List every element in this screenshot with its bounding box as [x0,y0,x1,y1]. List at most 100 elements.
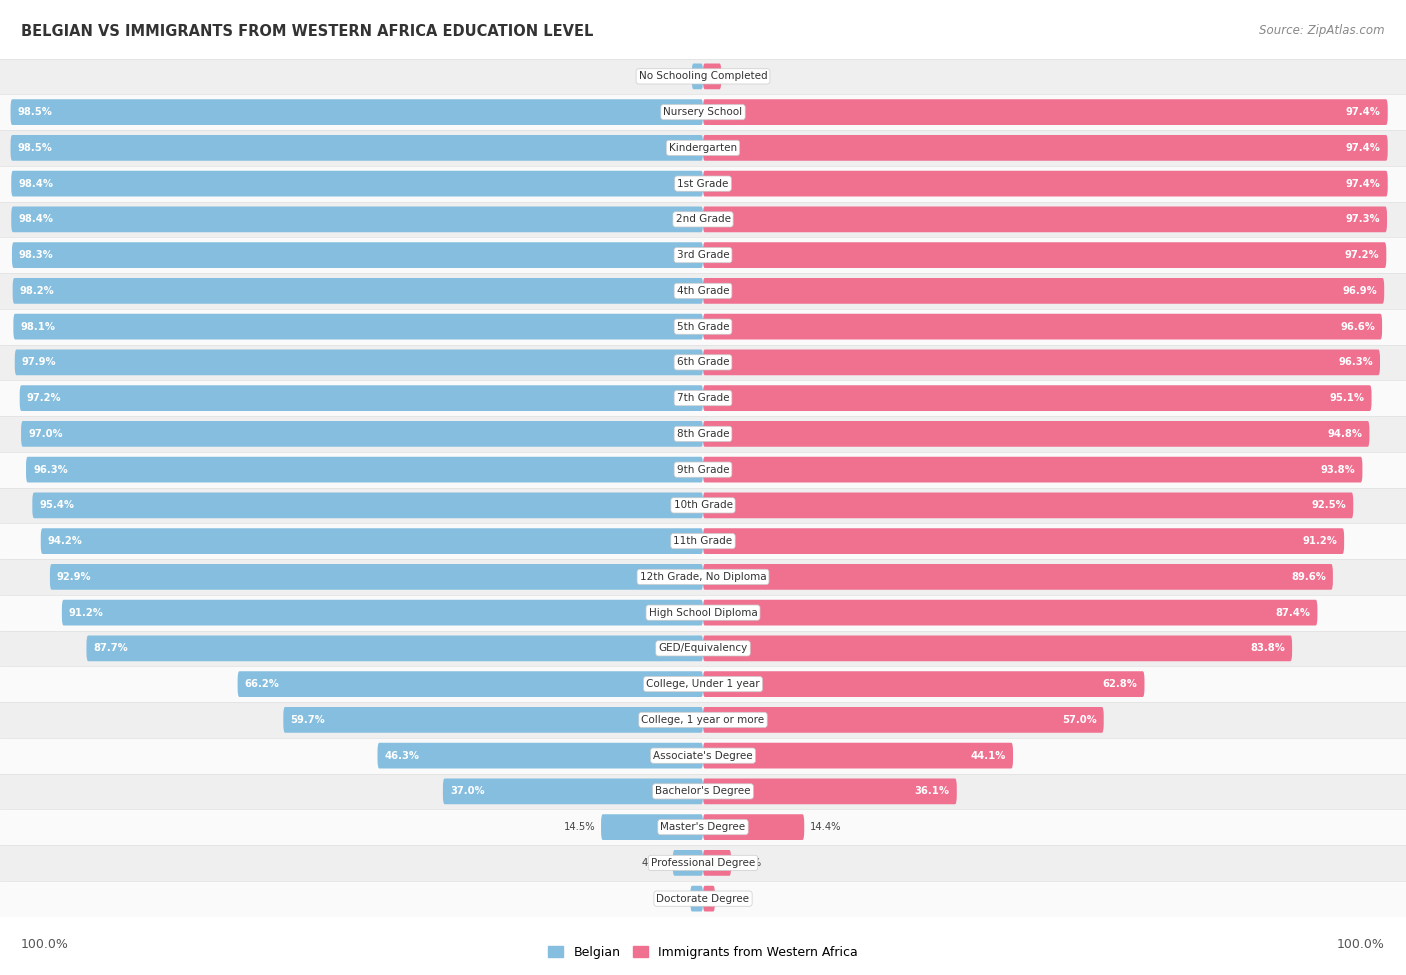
FancyBboxPatch shape [703,171,1388,197]
FancyBboxPatch shape [703,564,1333,590]
Text: 9th Grade: 9th Grade [676,465,730,475]
FancyBboxPatch shape [0,130,1406,166]
FancyBboxPatch shape [238,671,703,697]
FancyBboxPatch shape [0,237,1406,273]
Text: Kindergarten: Kindergarten [669,143,737,153]
FancyBboxPatch shape [0,58,1406,95]
FancyBboxPatch shape [703,636,1292,661]
Text: 95.4%: 95.4% [39,500,75,510]
Text: 91.2%: 91.2% [69,607,104,617]
Text: 98.3%: 98.3% [18,251,53,260]
FancyBboxPatch shape [0,309,1406,344]
Text: 12th Grade, No Diploma: 12th Grade, No Diploma [640,572,766,582]
Text: Doctorate Degree: Doctorate Degree [657,894,749,904]
FancyBboxPatch shape [703,349,1381,375]
FancyBboxPatch shape [703,600,1317,626]
Text: 59.7%: 59.7% [290,715,325,724]
Text: 100.0%: 100.0% [1337,938,1385,951]
Text: No Schooling Completed: No Schooling Completed [638,71,768,81]
FancyBboxPatch shape [0,631,1406,666]
Text: 97.4%: 97.4% [1346,107,1381,117]
Text: 36.1%: 36.1% [915,787,950,797]
Text: BELGIAN VS IMMIGRANTS FROM WESTERN AFRICA EDUCATION LEVEL: BELGIAN VS IMMIGRANTS FROM WESTERN AFRIC… [21,24,593,39]
Legend: Belgian, Immigrants from Western Africa: Belgian, Immigrants from Western Africa [543,941,863,964]
FancyBboxPatch shape [0,451,1406,488]
Text: 46.3%: 46.3% [385,751,419,760]
Text: GED/Equivalency: GED/Equivalency [658,644,748,653]
FancyBboxPatch shape [10,135,703,161]
FancyBboxPatch shape [11,171,703,197]
Text: 2.6%: 2.6% [727,71,752,81]
FancyBboxPatch shape [86,636,703,661]
FancyBboxPatch shape [703,671,1144,697]
Text: 98.4%: 98.4% [18,178,53,188]
FancyBboxPatch shape [443,778,703,804]
FancyBboxPatch shape [0,344,1406,380]
FancyBboxPatch shape [13,278,703,304]
FancyBboxPatch shape [21,421,703,447]
Text: 1.8%: 1.8% [659,894,685,904]
Text: 83.8%: 83.8% [1250,644,1285,653]
Text: 11th Grade: 11th Grade [673,536,733,546]
FancyBboxPatch shape [703,492,1354,519]
FancyBboxPatch shape [0,773,1406,809]
FancyBboxPatch shape [10,99,703,125]
FancyBboxPatch shape [0,666,1406,702]
Text: 14.4%: 14.4% [810,822,841,832]
FancyBboxPatch shape [703,707,1104,733]
Text: 98.5%: 98.5% [17,143,52,153]
Text: 4th Grade: 4th Grade [676,286,730,295]
Text: 98.1%: 98.1% [21,322,55,332]
Text: 92.9%: 92.9% [56,572,91,582]
FancyBboxPatch shape [20,385,703,411]
FancyBboxPatch shape [0,488,1406,524]
Text: 44.1%: 44.1% [970,751,1007,760]
FancyBboxPatch shape [0,273,1406,309]
Text: 97.3%: 97.3% [1346,214,1381,224]
Text: 7th Grade: 7th Grade [676,393,730,403]
Text: 93.8%: 93.8% [1320,465,1355,475]
Text: College, Under 1 year: College, Under 1 year [647,680,759,689]
Text: 96.3%: 96.3% [1339,358,1372,368]
FancyBboxPatch shape [703,385,1371,411]
FancyBboxPatch shape [690,885,703,912]
FancyBboxPatch shape [25,456,703,483]
FancyBboxPatch shape [283,707,703,733]
Text: 87.7%: 87.7% [93,644,128,653]
FancyBboxPatch shape [377,743,703,768]
FancyBboxPatch shape [0,880,1406,916]
Text: 1.7%: 1.7% [721,894,747,904]
FancyBboxPatch shape [0,524,1406,559]
FancyBboxPatch shape [0,702,1406,738]
Text: 37.0%: 37.0% [450,787,485,797]
Text: 98.2%: 98.2% [20,286,55,295]
Text: 4.3%: 4.3% [643,858,668,868]
Text: 10th Grade: 10th Grade [673,500,733,510]
FancyBboxPatch shape [0,416,1406,451]
FancyBboxPatch shape [703,421,1369,447]
FancyBboxPatch shape [703,242,1386,268]
Text: College, 1 year or more: College, 1 year or more [641,715,765,724]
FancyBboxPatch shape [0,166,1406,202]
Text: 14.5%: 14.5% [564,822,596,832]
Text: 5th Grade: 5th Grade [676,322,730,332]
FancyBboxPatch shape [703,63,721,90]
Text: 1.6%: 1.6% [661,71,686,81]
Text: 3rd Grade: 3rd Grade [676,251,730,260]
FancyBboxPatch shape [703,278,1385,304]
Text: Master's Degree: Master's Degree [661,822,745,832]
Text: 87.4%: 87.4% [1275,607,1310,617]
FancyBboxPatch shape [14,349,703,375]
FancyBboxPatch shape [13,314,703,339]
Text: 94.2%: 94.2% [48,536,83,546]
Text: 91.2%: 91.2% [1302,536,1337,546]
Text: 98.4%: 98.4% [18,214,53,224]
Text: 66.2%: 66.2% [245,680,280,689]
FancyBboxPatch shape [13,242,703,268]
FancyBboxPatch shape [0,202,1406,237]
Text: Source: ZipAtlas.com: Source: ZipAtlas.com [1260,24,1385,37]
Text: 4.0%: 4.0% [737,858,762,868]
Text: Professional Degree: Professional Degree [651,858,755,868]
FancyBboxPatch shape [672,850,703,876]
FancyBboxPatch shape [0,559,1406,595]
